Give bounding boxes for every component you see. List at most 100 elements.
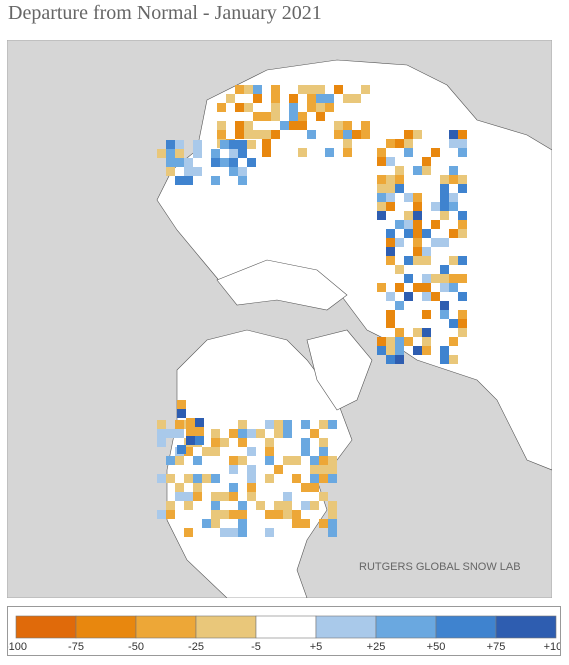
anomaly-cell	[310, 501, 319, 510]
anomaly-cell	[238, 429, 247, 438]
anomaly-cell	[253, 112, 262, 121]
anomaly-cell	[157, 510, 166, 519]
legend-label: -75	[68, 641, 84, 653]
anomaly-cell	[307, 94, 316, 103]
anomaly-cell	[229, 492, 238, 501]
legend-label: +5	[310, 641, 323, 653]
anomaly-cell	[166, 510, 175, 519]
legend-swatch	[15, 615, 77, 639]
anomaly-cell	[413, 238, 422, 247]
anomaly-cell	[271, 112, 280, 121]
anomaly-cell	[386, 256, 395, 265]
anomaly-cell	[413, 193, 422, 202]
anomaly-cell	[193, 474, 202, 483]
anomaly-cell	[157, 420, 166, 429]
anomaly-cell	[431, 220, 440, 229]
anomaly-cell	[449, 130, 458, 139]
anomaly-cell	[449, 319, 458, 328]
anomaly-cell	[386, 292, 395, 301]
anomaly-cell	[316, 94, 325, 103]
anomaly-cell	[386, 238, 395, 247]
anomaly-cell	[319, 474, 328, 483]
anomaly-cell	[458, 139, 467, 148]
anomaly-cell	[319, 465, 328, 474]
anomaly-cell	[283, 429, 292, 438]
anomaly-cell	[175, 420, 184, 429]
anomaly-cell	[175, 140, 184, 149]
anomaly-cell	[166, 501, 175, 510]
anomaly-cell	[458, 319, 467, 328]
anomaly-cell	[328, 510, 337, 519]
legend-swatch	[375, 615, 437, 639]
anomaly-cell	[220, 528, 229, 537]
anomaly-cell	[377, 157, 386, 166]
anomaly-cell	[289, 121, 298, 130]
anomaly-cell	[247, 474, 256, 483]
legend-swatch	[495, 615, 557, 639]
anomaly-cell	[166, 456, 175, 465]
anomaly-cell	[274, 429, 283, 438]
anomaly-cell	[256, 429, 265, 438]
anomaly-cell	[202, 474, 211, 483]
anomaly-cell	[422, 328, 431, 337]
anomaly-cell	[328, 456, 337, 465]
anomaly-cell	[217, 121, 226, 130]
anomaly-cell	[395, 283, 404, 292]
anomaly-cell	[175, 492, 184, 501]
anomaly-cell	[211, 149, 220, 158]
anomaly-cell	[211, 510, 220, 519]
anomaly-cell	[217, 103, 226, 112]
anomaly-cell	[307, 85, 316, 94]
legend-swatch	[315, 615, 377, 639]
anomaly-cell	[262, 148, 271, 157]
anomaly-cell	[422, 283, 431, 292]
anomaly-cell	[449, 355, 458, 364]
anomaly-cell	[283, 510, 292, 519]
anomaly-cell	[247, 492, 256, 501]
anomaly-cell	[166, 167, 175, 176]
anomaly-cell	[386, 139, 395, 148]
anomaly-cell	[343, 94, 352, 103]
anomaly-cell	[238, 420, 247, 429]
anomaly-cell	[352, 130, 361, 139]
anomaly-cell	[377, 211, 386, 220]
legend-swatch	[435, 615, 497, 639]
anomaly-cell	[307, 130, 316, 139]
anomaly-cell	[458, 130, 467, 139]
anomaly-cell	[413, 211, 422, 220]
anomaly-cell	[157, 438, 166, 447]
anomaly-cell	[431, 238, 440, 247]
anomaly-cell	[238, 519, 247, 528]
anomaly-cell	[289, 103, 298, 112]
anomaly-cell	[413, 283, 422, 292]
anomaly-cell	[193, 140, 202, 149]
anomaly-cell	[404, 211, 413, 220]
anomaly-cell	[343, 121, 352, 130]
legend-label: +75	[487, 641, 506, 653]
anomaly-cell	[413, 346, 422, 355]
legend-label: -100	[8, 641, 27, 653]
anomaly-cell	[458, 292, 467, 301]
anomaly-cell	[440, 184, 449, 193]
anomaly-cell	[413, 166, 422, 175]
anomaly-cell	[325, 94, 334, 103]
anomaly-cell	[377, 283, 386, 292]
anomaly-cell	[377, 193, 386, 202]
anomaly-cell	[404, 220, 413, 229]
anomaly-cell	[328, 501, 337, 510]
anomaly-cell	[193, 492, 202, 501]
anomaly-cell	[431, 202, 440, 211]
anomaly-cell	[319, 438, 328, 447]
greenland	[306, 329, 373, 411]
anomaly-cell	[404, 292, 413, 301]
anomaly-cell	[449, 202, 458, 211]
anomaly-cell	[166, 429, 175, 438]
anomaly-cell	[301, 483, 310, 492]
anomaly-cell	[395, 301, 404, 310]
anomaly-cells	[157, 85, 467, 537]
anomaly-cell	[211, 519, 220, 528]
anomaly-cell	[395, 346, 404, 355]
anomaly-cell	[440, 193, 449, 202]
anomaly-cell	[377, 148, 386, 157]
